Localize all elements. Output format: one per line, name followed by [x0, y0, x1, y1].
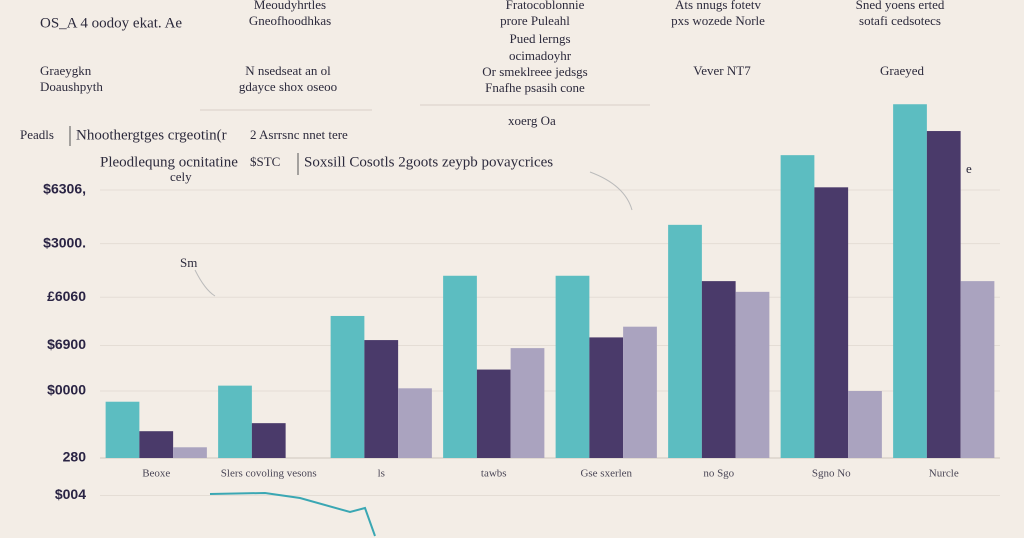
annotation: sotafi cedsotecs — [859, 13, 941, 28]
annotation: prore Puleahl — [500, 13, 570, 28]
annotation: Doaushpyth — [40, 79, 103, 94]
annotation: cely — [170, 169, 192, 184]
bar — [623, 326, 657, 458]
annotation: OS_A 4 oodoy ekat. Ae — [40, 15, 182, 31]
y-tick-label: $004 — [55, 486, 86, 502]
annotation: Fnafhe psasih cone — [485, 80, 585, 95]
annotation: Nhoothergtges crgeotin(r — [76, 127, 227, 143]
x-tick-label: ls — [378, 468, 385, 480]
annotation: pxs wozede Norle — [671, 13, 765, 28]
bar — [780, 155, 815, 458]
annotation: Or smeklreee jedsgs — [482, 64, 587, 79]
bar — [398, 388, 432, 458]
x-tick-label: tawbs — [481, 468, 507, 480]
annotation-arrow — [194, 269, 216, 297]
bar — [251, 423, 286, 458]
annotation: N nsedseat an ol — [245, 63, 331, 78]
annotation: Pued lerngs — [509, 31, 570, 46]
annotation: Vever NT7 — [693, 63, 751, 78]
annotation: e — [966, 161, 972, 176]
bar — [589, 337, 624, 458]
bar — [218, 385, 252, 458]
annotation: 2 Asrrsnc nnet tere — [250, 127, 348, 142]
bar — [701, 281, 736, 458]
annotation: Sm — [180, 255, 197, 270]
annotation: Graeyed — [880, 63, 925, 78]
bar — [443, 275, 477, 458]
x-tick-label: Sgno No — [812, 468, 851, 480]
bar — [330, 315, 365, 458]
annotation: Peadls — [20, 127, 54, 142]
bar — [476, 369, 511, 458]
bar — [926, 131, 961, 459]
bar — [848, 391, 882, 458]
y-tick-label: $6306, — [43, 181, 86, 197]
bar — [893, 104, 927, 459]
bar — [105, 401, 140, 458]
annotation-arrow — [589, 171, 633, 211]
annotation: gdayce shox oseoo — [239, 79, 337, 94]
bar — [364, 340, 399, 458]
annotation: Graeygkn — [40, 63, 92, 78]
bar — [735, 291, 770, 458]
x-tick-label: Gse sxerlen — [580, 468, 632, 480]
bar — [814, 187, 849, 458]
y-tick-label: $6900 — [47, 336, 86, 352]
annotation: Sned yoens erted — [856, 0, 945, 12]
annotation: Fratocoblonnie — [506, 0, 585, 12]
y-tick-label: £6060 — [47, 288, 86, 304]
y-tick-label: $3000. — [43, 234, 86, 250]
bar — [173, 447, 207, 458]
x-tick-label: Nurcle — [929, 468, 959, 480]
bar — [960, 281, 995, 458]
annotation: Soxsill Cosotls 2goots zeypb povaycrices — [304, 154, 553, 170]
x-tick-label: Slers covoling vesons — [221, 468, 317, 480]
annotation: $STC — [250, 154, 280, 169]
bar — [139, 431, 174, 458]
bar — [510, 348, 545, 458]
annotation: Pleodlequng ocnitatine — [100, 154, 238, 170]
decorative-line — [209, 491, 376, 537]
x-tick-label: Beoxe — [142, 468, 170, 480]
annotation: Ats nnugs fotetv — [675, 0, 761, 12]
y-tick-label: 280 — [63, 449, 87, 465]
bar — [668, 224, 702, 458]
annotation: Gneofhoodhkas — [249, 13, 331, 28]
y-tick-label: $0000 — [47, 382, 86, 398]
annotation: Meoudyhrtles — [254, 0, 326, 12]
annotation: ocimadoyhr — [509, 48, 572, 63]
annotation: xoerg Oa — [508, 113, 556, 128]
bar — [555, 275, 590, 458]
x-tick-label: no Sgo — [703, 468, 734, 480]
